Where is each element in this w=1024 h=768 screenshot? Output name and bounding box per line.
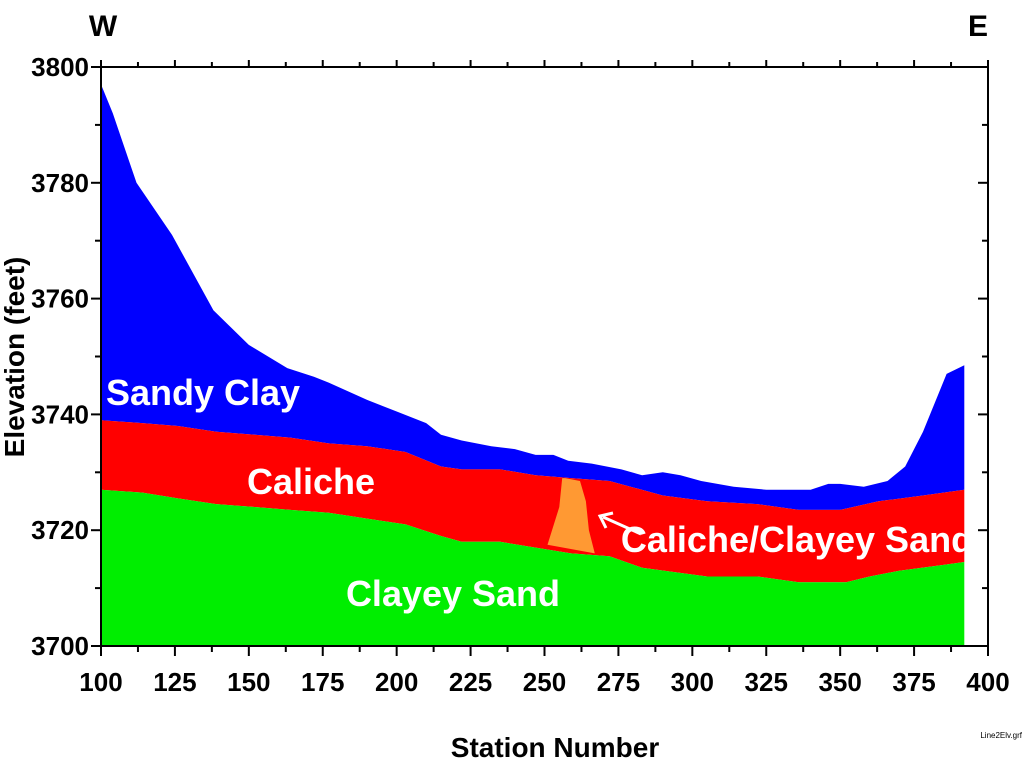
- x-tick-label: 400: [966, 667, 1009, 697]
- y-tick-label: 3720: [31, 515, 89, 545]
- x-tick-label: 200: [375, 667, 418, 697]
- sandy-clay-area: [101, 84, 965, 510]
- y-tick-label: 3700: [31, 631, 89, 661]
- axis-ticks: [91, 60, 989, 656]
- east-label: E: [968, 10, 988, 43]
- sandy-clay-label: Sandy Clay: [106, 372, 300, 413]
- caliche-clayey-sand-lens: [547, 478, 595, 554]
- caliche-clayey-sand-label: Caliche/Clayey Sand: [621, 519, 973, 560]
- y-tick-label: 3740: [31, 399, 89, 429]
- west-label: W: [89, 10, 118, 43]
- file-name-label: Line2Elv.grf: [980, 731, 1022, 740]
- y-axis-title: Elevation (feet): [0, 257, 30, 458]
- lens-arrow: [597, 511, 642, 536]
- x-tick-label: 175: [301, 667, 344, 697]
- x-tick-label: 325: [745, 667, 788, 697]
- x-tick-label: 300: [671, 667, 714, 697]
- clayey-sand-label: Clayey Sand: [346, 573, 560, 614]
- y-tick-label: 3780: [31, 168, 89, 198]
- x-tick-label: 250: [523, 667, 566, 697]
- layer-areas: [101, 84, 965, 646]
- x-tick-label: 225: [449, 667, 492, 697]
- axis-tick-labels: 100 125 150 175 200 225 250 275 300 325 350 375 400 3…: [31, 52, 1010, 697]
- clayey-sand-area: [101, 489, 965, 646]
- x-tick-label: 125: [153, 667, 196, 697]
- x-tick-label: 150: [227, 667, 270, 697]
- x-tick-label: 375: [892, 667, 935, 697]
- caliche-label: Caliche: [247, 461, 375, 502]
- y-tick-label: 3760: [31, 284, 89, 314]
- x-tick-label: 100: [79, 667, 122, 697]
- x-tick-label: 275: [597, 667, 640, 697]
- x-axis-title: Station Number: [451, 732, 660, 763]
- caliche-area: [101, 420, 965, 583]
- x-tick-label: 350: [818, 667, 861, 697]
- y-tick-label: 3800: [31, 52, 89, 82]
